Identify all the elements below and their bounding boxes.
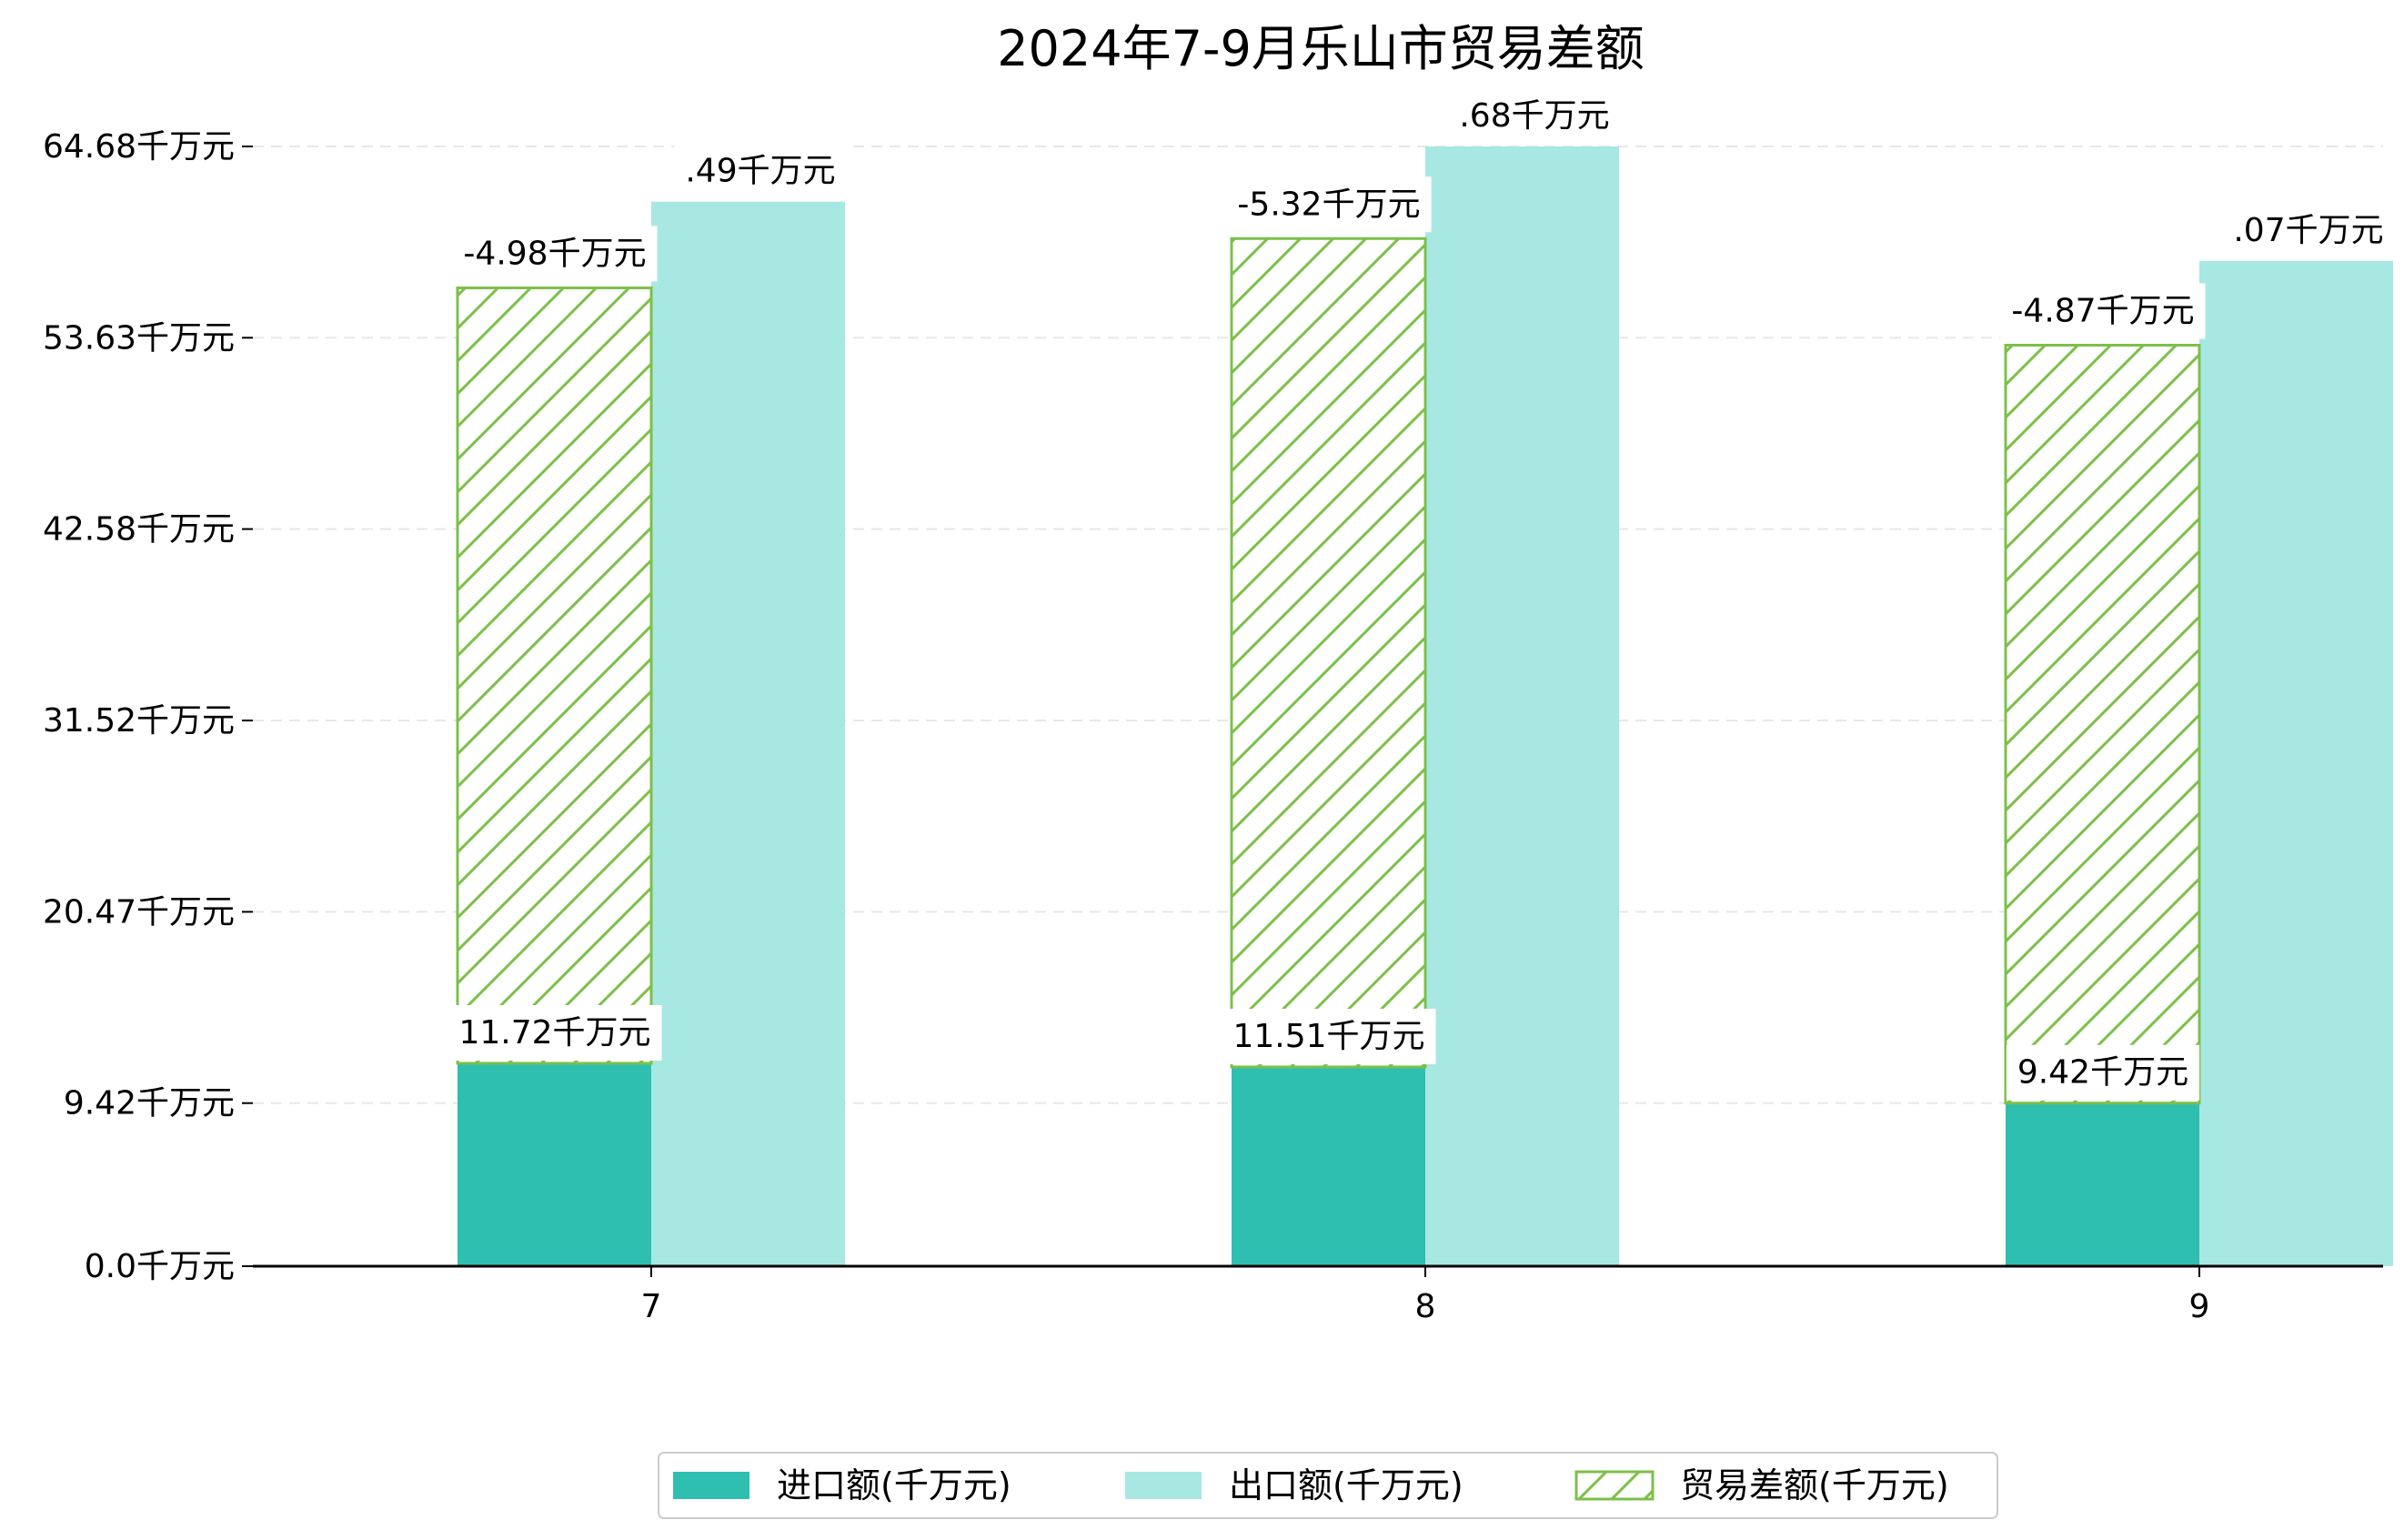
y-tick-label: 0.0千万元 xyxy=(85,1248,235,1285)
balance-value-label: -4.98千万元 xyxy=(463,235,646,272)
export-value-label-bg xyxy=(1448,88,1621,144)
import-value-label: 11.51千万元 xyxy=(1232,1018,1424,1055)
balance-value-label-bg xyxy=(452,226,658,282)
x-tick-label: 7 xyxy=(641,1288,662,1325)
export-value-label-group: .68千万元 xyxy=(1448,88,1621,144)
import-value-label: 9.42千万元 xyxy=(2017,1054,2188,1092)
balance-value-label-bg xyxy=(2000,283,2206,339)
balance-value-label-group: -4.98千万元 xyxy=(452,226,658,282)
export-bar xyxy=(1425,146,1619,1266)
legend-swatch xyxy=(1125,1472,1202,1499)
import-bar xyxy=(458,1062,651,1266)
chart-title: 2024年7-9月乐山市贸易差额 xyxy=(997,20,1645,77)
y-tick-label: 9.42千万元 xyxy=(64,1085,235,1122)
balance-value-label-group: -5.32千万元 xyxy=(1226,176,1432,233)
import-value-label-group: 11.72千万元 xyxy=(448,1004,662,1061)
balance-value-label-bg xyxy=(1226,176,1432,233)
import-bar xyxy=(2006,1102,2199,1266)
bars xyxy=(456,146,2393,1267)
import-value-label-group: 9.42千万元 xyxy=(2006,1044,2200,1101)
export-value-label: .07千万元 xyxy=(2233,212,2383,249)
data-labels: .49千万元 -4.98千万元 11.72千万元 .68千万元 -5.32千万元 11.5… xyxy=(448,88,2395,1101)
legend-label: 出口额(千万元) xyxy=(1229,1465,1464,1505)
legend-swatch xyxy=(1574,1470,1655,1501)
y-tick-label: 64.68千万元 xyxy=(43,128,235,166)
y-tick-label: 53.63千万元 xyxy=(43,319,235,357)
trade-balance-bar xyxy=(456,286,653,1065)
export-value-label-group: .49千万元 xyxy=(674,143,847,199)
axes: 0.0千万元 9.42千万元 20.47千万元 31.52千万元 42.58千万元 53.… xyxy=(43,128,2383,1325)
import-value-label: 11.72千万元 xyxy=(458,1014,650,1052)
y-tick-label: 42.58千万元 xyxy=(43,511,235,549)
import-value-label-bg xyxy=(2006,1044,2200,1101)
x-tick-label: 9 xyxy=(2189,1288,2210,1325)
export-bar xyxy=(2199,260,2393,1267)
export-bar xyxy=(651,201,845,1266)
balance-value-label: -4.87千万元 xyxy=(2011,292,2194,329)
y-tick-label: 31.52千万元 xyxy=(43,702,235,740)
legend-label: 贸易差额(千万元) xyxy=(1680,1465,1949,1505)
export-value-label-bg xyxy=(674,143,847,199)
export-value-label: .68千万元 xyxy=(1459,97,1609,135)
import-value-label-bg xyxy=(448,1004,662,1061)
balance-value-label: -5.32千万元 xyxy=(1237,186,1420,223)
trade-balance-bar xyxy=(2004,343,2201,1105)
trade-balance-bar xyxy=(1230,237,1427,1069)
import-value-label-bg xyxy=(1222,1008,1436,1064)
export-value-label-bg xyxy=(2222,202,2395,258)
x-tick-label: 8 xyxy=(1415,1288,1436,1325)
legend-label: 进口额(千万元) xyxy=(777,1465,1011,1505)
legend: 进口额(千万元) 出口额(千万元) 贸易差额(千万元) xyxy=(658,1452,1998,1519)
export-value-label-group: .07千万元 xyxy=(2222,202,2395,258)
import-value-label-group: 11.51千万元 xyxy=(1222,1008,1436,1064)
y-tick-label: 20.47千万元 xyxy=(43,893,235,931)
export-value-label: .49千万元 xyxy=(685,153,835,190)
legend-swatch xyxy=(673,1472,749,1499)
legend-frame xyxy=(658,1452,1998,1519)
balance-value-label-group: -4.87千万元 xyxy=(2000,283,2206,339)
import-bar xyxy=(1232,1066,1425,1266)
